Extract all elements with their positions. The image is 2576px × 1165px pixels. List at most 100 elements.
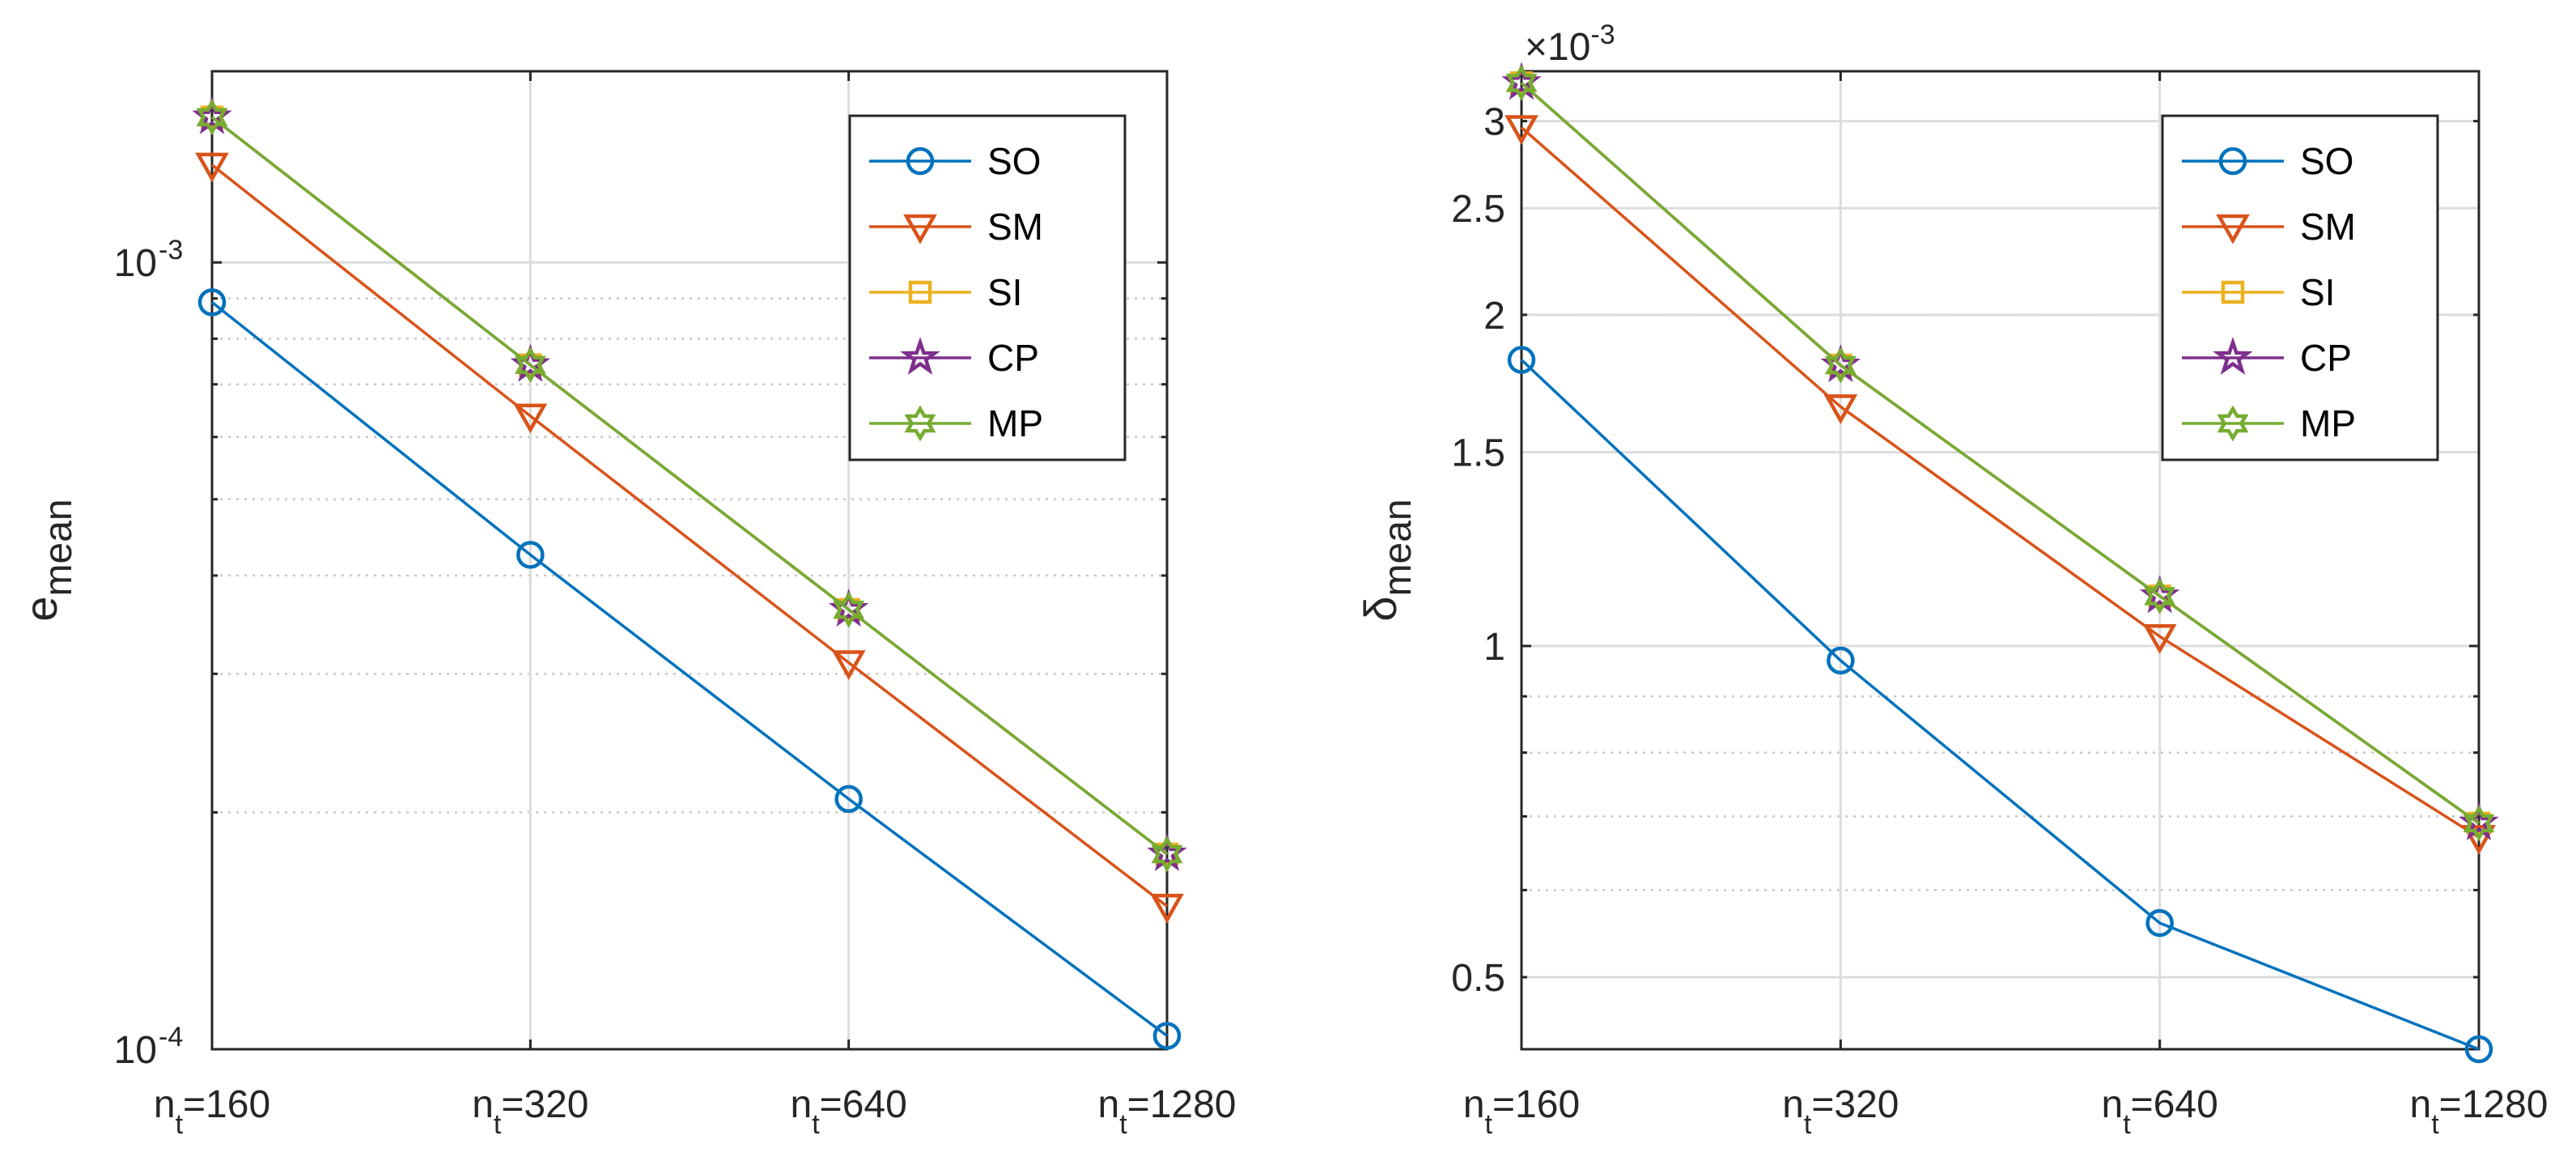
y-tick-label-exp: -4 bbox=[159, 1022, 183, 1052]
x-tick-label-sub: t bbox=[176, 1109, 184, 1140]
y-tick-label: 2 bbox=[1483, 295, 1505, 338]
data-point-so bbox=[197, 288, 227, 317]
legend-marker bbox=[906, 147, 935, 176]
data-point-mp bbox=[1505, 64, 1538, 101]
data-point-so bbox=[1507, 346, 1536, 374]
x-tick-label-base: n bbox=[2102, 1083, 2124, 1126]
axes-box bbox=[1520, 70, 2481, 1051]
x-tick-label: nt=160 bbox=[154, 1083, 270, 1140]
series-sm bbox=[195, 152, 1184, 924]
data-point-sm bbox=[2462, 825, 2496, 855]
x-tick-label-base: n bbox=[472, 1083, 494, 1126]
axes-box bbox=[210, 70, 1169, 1051]
data-point-mp bbox=[514, 347, 546, 384]
data-point-mp bbox=[1824, 347, 1857, 384]
y-tick-label-exp: -3 bbox=[159, 235, 183, 266]
data-point-sm bbox=[1150, 894, 1184, 924]
data-point-sm bbox=[1823, 394, 1858, 424]
y-tick-label: 10 bbox=[114, 242, 157, 285]
x-tick-label: nt=1280 bbox=[1098, 1083, 1237, 1140]
legend-label: SM bbox=[987, 206, 1043, 248]
legend-item: SM bbox=[2182, 206, 2356, 248]
axis-multiplier-base: ×10 bbox=[1525, 26, 1590, 69]
x-tick-label-base: n bbox=[2410, 1083, 2432, 1126]
y-tick-label: 3 bbox=[1483, 101, 1505, 144]
data-point-sm bbox=[195, 152, 229, 183]
legend-marker bbox=[2216, 214, 2250, 244]
legend-item: SO bbox=[869, 140, 1041, 182]
series-line-so bbox=[1520, 359, 2480, 1051]
legend-marker bbox=[2217, 405, 2249, 442]
legend-item: MP bbox=[2182, 402, 2356, 444]
x-tick-label-sub: t bbox=[494, 1109, 502, 1140]
data-point-mp bbox=[2463, 805, 2495, 842]
right-chart-panel: nt=160 nt=320 nt=640 nt=12800.511.522.53×10… bbox=[1355, 19, 2548, 1140]
x-tick-label-base: n bbox=[1463, 1083, 1485, 1126]
x-tick-label: nt=1280 bbox=[2410, 1083, 2548, 1140]
data-point-mp bbox=[2144, 577, 2176, 614]
series-so bbox=[197, 288, 1182, 1050]
legend-item: SM bbox=[869, 206, 1043, 248]
legend-marker bbox=[904, 405, 936, 442]
legend-marker bbox=[2218, 147, 2247, 176]
x-tick-label-rest: =640 bbox=[820, 1083, 907, 1126]
x-tick-label: nt=640 bbox=[791, 1083, 907, 1140]
data-point-sm bbox=[1504, 115, 1538, 146]
ticks bbox=[1520, 71, 2481, 1049]
legend: SO SM SI CP MP bbox=[848, 114, 1127, 461]
y-tick-label-base: 10 bbox=[114, 242, 157, 285]
legend-item: SI bbox=[869, 271, 1022, 313]
y-tick-label: 1.5 bbox=[1451, 432, 1505, 475]
legend-label: SI bbox=[2300, 271, 2335, 313]
series-mp bbox=[196, 99, 1183, 873]
x-tick-label: nt=320 bbox=[1782, 1083, 1899, 1140]
y-axis-label-sub: mean bbox=[1377, 499, 1420, 596]
legend-label: SO bbox=[987, 140, 1041, 182]
legend-item: SO bbox=[2182, 140, 2353, 182]
legend-box bbox=[2161, 114, 2439, 461]
x-tick-label-rest: =160 bbox=[1492, 1083, 1580, 1126]
x-tick-label-sub: t bbox=[2123, 1109, 2131, 1140]
x-tick-label-sub: t bbox=[1485, 1109, 1493, 1140]
x-tick-label-rest: =320 bbox=[501, 1083, 588, 1126]
x-tick-label-sub: t bbox=[2431, 1109, 2439, 1140]
x-tick-label-base: n bbox=[1782, 1083, 1804, 1126]
data-point-sm bbox=[831, 650, 866, 681]
legend-item: MP bbox=[869, 402, 1043, 444]
y-axis-label-base: δ bbox=[1355, 596, 1406, 621]
data-point-mp bbox=[1151, 835, 1183, 873]
x-tick-label-base: n bbox=[1098, 1083, 1120, 1126]
legend-item: SI bbox=[2182, 271, 2335, 313]
legend-label: SO bbox=[2300, 140, 2353, 182]
data-point-so bbox=[834, 784, 863, 814]
legend-label: MP bbox=[987, 402, 1043, 444]
x-tick-label-sub: t bbox=[812, 1109, 820, 1140]
x-tick-label-base: n bbox=[154, 1083, 176, 1126]
y-tick-label: 0.5 bbox=[1451, 957, 1505, 1000]
y-tick-label: 10 bbox=[114, 1029, 157, 1072]
legend-item: CP bbox=[869, 337, 1039, 379]
axis-multiplier-exp: -3 bbox=[1590, 19, 1615, 50]
data-point-so bbox=[2145, 908, 2174, 938]
series-line-so bbox=[210, 301, 1169, 1037]
y-axis-label: δmean bbox=[1355, 499, 1420, 621]
series-line-sm bbox=[210, 164, 1169, 908]
data-point-so bbox=[516, 541, 545, 569]
data-point-so bbox=[2464, 1035, 2493, 1064]
series-mp bbox=[1505, 64, 2495, 842]
x-tick-label-base: n bbox=[791, 1083, 813, 1126]
legend: SO SM SI CP MP bbox=[2161, 114, 2439, 461]
x-tick-label-rest: =160 bbox=[183, 1083, 270, 1126]
y-tick-label-base: 10 bbox=[114, 1029, 157, 1072]
x-tick-label-sub: t bbox=[1119, 1109, 1127, 1140]
legend-marker bbox=[900, 337, 940, 376]
y-tick-label: 1 bbox=[1483, 626, 1505, 669]
data-point-mp bbox=[196, 99, 228, 136]
y-axis-label: emean bbox=[15, 499, 80, 621]
x-tick-label: nt=640 bbox=[2102, 1083, 2218, 1140]
series-so bbox=[1507, 346, 2493, 1064]
y-axis-label-sub: mean bbox=[37, 499, 80, 596]
x-tick-label-rest: =1280 bbox=[1127, 1083, 1237, 1126]
